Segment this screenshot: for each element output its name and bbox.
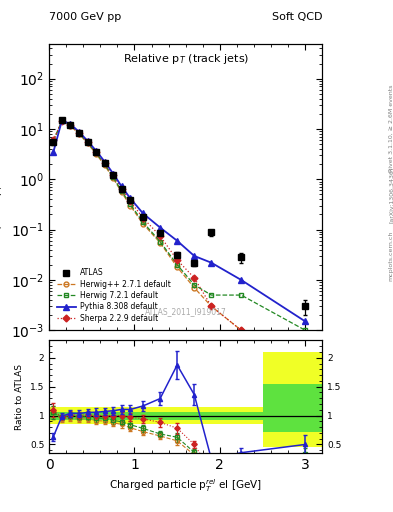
Text: 7000 GeV pp: 7000 GeV pp: [49, 11, 121, 22]
Text: mcplots.cern.ch: mcplots.cern.ch: [389, 231, 393, 281]
Text: Relative p$_{T}$ (track jets): Relative p$_{T}$ (track jets): [123, 52, 249, 66]
Y-axis label: Ratio to ATLAS: Ratio to ATLAS: [15, 364, 24, 430]
Text: ATLAS_2011_I919017: ATLAS_2011_I919017: [145, 307, 227, 316]
Legend: ATLAS, Herwig++ 2.7.1 default, Herwig 7.2.1 default, Pythia 8.308 default, Sherp: ATLAS, Herwig++ 2.7.1 default, Herwig 7.…: [53, 265, 174, 327]
Text: [arXiv:1306.3436]: [arXiv:1306.3436]: [389, 166, 393, 223]
Text: Rivet 3.1.10, ≥ 2.6M events: Rivet 3.1.10, ≥ 2.6M events: [389, 84, 393, 172]
X-axis label: Charged particle p$^{rel}_{T}$ el [GeV]: Charged particle p$^{rel}_{T}$ el [GeV]: [109, 478, 262, 495]
Y-axis label: 1/N$_{jet}$ dN/dp$^{rel}_{T}$ el [GeV$^{-1}$]: 1/N$_{jet}$ dN/dp$^{rel}_{T}$ el [GeV$^{…: [0, 131, 6, 243]
Text: Soft QCD: Soft QCD: [272, 11, 322, 22]
